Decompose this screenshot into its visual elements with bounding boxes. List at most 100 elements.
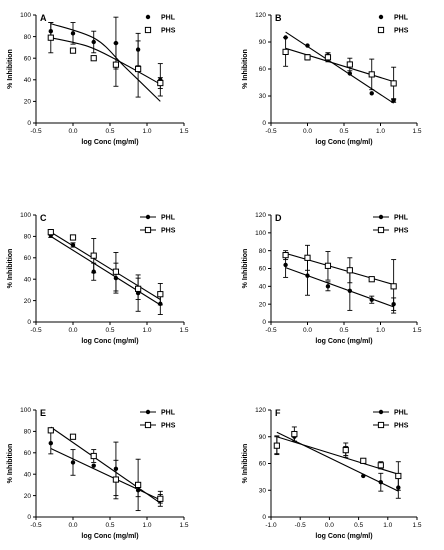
data-point-phl xyxy=(361,473,366,479)
y-tick-label: 0 xyxy=(262,319,266,326)
panel-letter: C xyxy=(40,213,47,223)
legend-label: PHS xyxy=(161,28,176,35)
x-tick-label: 0.5 xyxy=(339,327,348,334)
data-point-phl xyxy=(305,43,310,48)
fit-line xyxy=(276,431,399,492)
panel-letter: D xyxy=(275,213,282,223)
x-tick-label: -0.5 xyxy=(265,128,277,135)
legend-marker-phs xyxy=(144,421,152,429)
data-point-phs xyxy=(157,79,164,87)
data-point-phl xyxy=(70,460,76,465)
series-phs: PHS xyxy=(47,421,176,512)
x-tick-label: 1.0 xyxy=(376,128,385,135)
x-tick-label: 1.0 xyxy=(142,522,151,529)
data-point-phl xyxy=(325,284,331,289)
fit-line xyxy=(285,47,394,83)
series-phl: PHL xyxy=(48,214,176,315)
data-point-phl xyxy=(347,288,353,293)
chart-panel-e: 0 20 40 60 80 100 -0.5 0.0 0.5 1.0 1.5 log Conc (mg… xyxy=(7,407,189,540)
chart-panel-f: 0 30 60 90 120 -1.0 -0.5 0.0 0.5 1.0 1.5 log Conc (… xyxy=(242,407,422,540)
data-point-phs xyxy=(135,65,142,73)
legend-label: PHS xyxy=(394,228,409,235)
legend-marker-phl xyxy=(145,14,151,20)
x-tick-label: -0.5 xyxy=(30,522,42,529)
legend-marker-phl xyxy=(145,214,151,220)
chart-panel-a: 0 20 40 60 80 100 -0.5 0.0 0.5 1.0 1.5 log Conc (mg… xyxy=(7,12,189,146)
x-tick-label: 0.0 xyxy=(68,522,77,529)
legend-label: PHL xyxy=(394,410,409,417)
x-axis-title: log Conc (mg/ml) xyxy=(315,139,372,146)
y-tick-label: 100 xyxy=(20,212,31,219)
x-tick-label: 0.0 xyxy=(325,522,334,529)
fit-line xyxy=(50,23,161,102)
y-tick-label: 120 xyxy=(255,407,266,414)
y-tick-label: 30 xyxy=(259,93,267,100)
series-phs: PHS xyxy=(273,421,409,491)
legend-marker-phl xyxy=(378,214,384,220)
legend-marker-phs xyxy=(377,226,385,234)
x-tick-label: 0.5 xyxy=(339,128,348,135)
y-tick-label: 20 xyxy=(24,99,32,106)
y-axis-title: % Inhibition xyxy=(7,444,14,484)
fit-line xyxy=(285,31,394,104)
series-phl: PHL xyxy=(48,410,176,504)
data-point-phl xyxy=(369,297,374,302)
y-tick-label: 100 xyxy=(255,230,266,237)
x-axis-title: log Conc (mg/ml) xyxy=(81,338,138,345)
y-tick-label: 100 xyxy=(20,12,31,19)
x-tick-label: 1.5 xyxy=(179,522,188,529)
series-phl: PHL xyxy=(283,215,409,311)
y-tick-label: 0 xyxy=(27,319,31,326)
x-tick-label: 1.5 xyxy=(179,128,188,135)
legend-marker-phs xyxy=(377,26,385,34)
y-tick-label: 80 xyxy=(24,34,32,41)
panel-letter: F xyxy=(275,408,281,418)
x-tick-label: 1.5 xyxy=(179,327,188,334)
chart-panel-b: 0 30 60 90 120 -0.5 0.0 0.5 1.0 1.5 log Conc (mg/m… xyxy=(242,12,422,146)
legend-label: PHL xyxy=(394,15,409,22)
y-tick-label: 0 xyxy=(262,514,266,521)
x-tick-label: 0.5 xyxy=(105,522,114,529)
data-point-phs xyxy=(346,61,353,68)
x-tick-label: 1.0 xyxy=(383,522,392,529)
y-tick-label: 60 xyxy=(259,66,267,73)
fit-line xyxy=(50,235,161,306)
y-tick-label: 60 xyxy=(259,266,267,273)
fit-line xyxy=(285,267,394,308)
x-tick-label: 0.0 xyxy=(68,327,77,334)
y-tick-label: 0 xyxy=(27,120,31,127)
legend-marker-phs xyxy=(377,421,385,429)
series-phl: PHL xyxy=(283,15,409,104)
x-axis-title: log Conc (mg/ml) xyxy=(315,533,372,540)
fit-line xyxy=(50,448,161,501)
data-point-phs xyxy=(47,229,54,236)
legend-label: PHL xyxy=(161,15,176,22)
data-point-phl xyxy=(378,480,383,485)
y-tick-label: 100 xyxy=(20,407,31,414)
fit-line xyxy=(50,426,161,504)
series-phl: PHL xyxy=(274,410,409,499)
legend-marker-phs xyxy=(144,26,152,34)
x-tick-label: 0.5 xyxy=(105,128,114,135)
data-point-phs xyxy=(282,252,289,259)
x-tick-label: -0.5 xyxy=(30,128,42,135)
data-point-phl xyxy=(369,91,374,96)
legend-label: PHL xyxy=(161,215,176,222)
y-tick-label: 40 xyxy=(24,471,32,478)
y-axis-title: % Inhibition xyxy=(242,444,249,484)
y-tick-label: 40 xyxy=(259,284,267,291)
x-tick-label: 0.0 xyxy=(68,128,77,135)
y-tick-label: 60 xyxy=(259,461,267,468)
x-tick-label: -0.5 xyxy=(30,327,42,334)
y-tick-label: 80 xyxy=(24,429,32,436)
legend-label: PHS xyxy=(394,423,409,430)
y-tick-label: 30 xyxy=(259,487,267,494)
y-tick-label: 60 xyxy=(24,55,32,62)
legend-label: PHL xyxy=(161,410,176,417)
y-tick-label: 20 xyxy=(24,298,32,305)
chart-panel-d: 0 20 40 60 80 100 120 -0.5 0.0 0.5 1.0 1.5 log Conc … xyxy=(242,212,422,345)
data-point-phl xyxy=(347,71,353,76)
fit-line xyxy=(285,252,394,286)
data-point-phs xyxy=(346,267,353,274)
x-tick-label: 0.5 xyxy=(105,327,114,334)
